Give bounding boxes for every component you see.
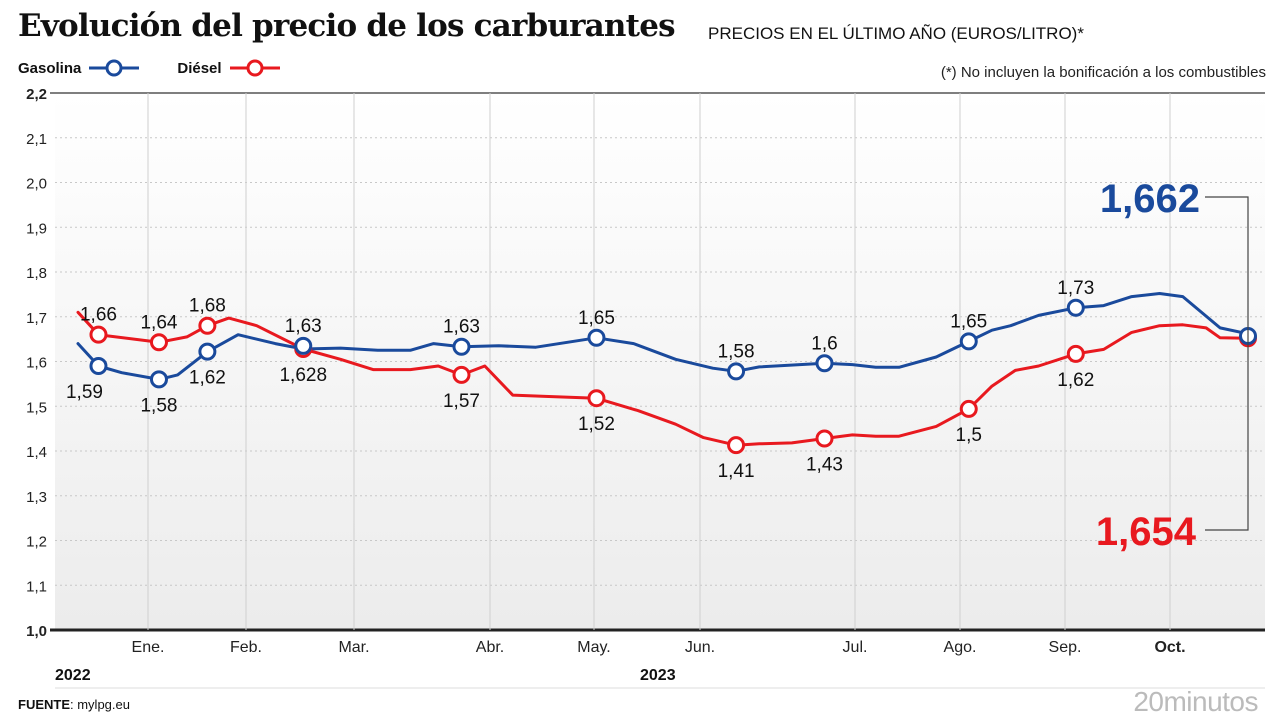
data-label: 1,68: [189, 296, 226, 317]
source-label: FUENTE: [18, 697, 70, 712]
data-label: 1,43: [806, 454, 843, 475]
data-label: 1,64: [140, 312, 177, 333]
legend-label: Gasolina: [18, 59, 82, 77]
data-label: 1,63: [285, 316, 322, 337]
data-label: 1,58: [140, 395, 177, 416]
year-label: 2022: [55, 667, 91, 684]
data-label: 1,6: [811, 333, 837, 354]
data-point-marker: [959, 332, 978, 351]
data-point-marker: [727, 362, 746, 381]
y-tick-label: 1,5: [26, 399, 47, 416]
data-label: 1,66: [80, 305, 117, 326]
x-tick-label: Jul.: [843, 639, 868, 656]
data-point-marker: [587, 389, 606, 408]
callout-bracket: [1205, 196, 1249, 531]
legend-item-gasolina: Gasolina: [18, 58, 141, 78]
brand-logo: 20minutos: [1133, 686, 1258, 717]
x-tick-label: Ago.: [944, 639, 977, 656]
data-point-marker: [198, 342, 217, 361]
chart-title: Evolución del precio de los carburantes: [18, 8, 676, 44]
data-label: 1,52: [578, 414, 615, 435]
y-tick-label: 1,2: [26, 534, 47, 551]
data-label: 1,628: [279, 365, 327, 386]
data-label: 1,65: [578, 308, 615, 329]
callout-diesel-value: 1,654: [1096, 510, 1197, 554]
data-label: 1,59: [66, 382, 103, 403]
chart-subtitle: PRECIOS EN EL ÚLTIMO AÑO (EUROS/LITRO)*: [708, 24, 1084, 43]
series-line-diesel: [76, 310, 1250, 447]
callout-gasolina-value: 1,662: [1100, 177, 1200, 221]
data-point-marker: [149, 333, 168, 352]
legend: Gasolina Diésel: [18, 58, 318, 78]
y-tick-label: 2,0: [26, 176, 47, 193]
legend-line-marker-icon: [229, 59, 280, 77]
x-tick-label: Mar.: [338, 639, 369, 656]
y-tick-label: 1,0: [26, 623, 47, 640]
data-point-marker: [294, 336, 313, 355]
x-tick-label: Abr.: [476, 639, 504, 656]
source-value: : mylpg.eu: [70, 697, 130, 712]
x-tick-label: May.: [577, 639, 610, 656]
data-point-marker: [89, 356, 108, 375]
y-tick-label: 1,7: [26, 310, 47, 327]
data-point-marker: [149, 370, 168, 389]
data-point-marker: [452, 365, 471, 384]
legend-label: Diésel: [177, 59, 222, 77]
data-label: 1,62: [189, 368, 226, 389]
x-tick-label: Feb.: [230, 639, 262, 656]
y-tick-label: 2,1: [26, 131, 47, 148]
data-label: 1,41: [718, 461, 755, 482]
data-label: 1,65: [950, 311, 987, 332]
x-tick-label: Sep.: [1049, 639, 1082, 656]
y-tick-label: 2,2: [26, 86, 47, 103]
data-point-marker: [1066, 344, 1085, 363]
data-point-marker: [452, 337, 471, 356]
data-label: 1,73: [1057, 278, 1094, 299]
data-label: 1,58: [718, 341, 755, 362]
data-point-marker: [815, 354, 834, 373]
footnote: (*) No incluyen la bonificación a los co…: [940, 64, 1266, 81]
data-label: 1,63: [443, 317, 480, 338]
data-point-marker: [815, 429, 834, 448]
data-point-marker: [89, 325, 108, 344]
year-label: 2023: [640, 667, 676, 684]
legend-line-marker-icon: [89, 59, 140, 77]
data-label: 1,62: [1057, 370, 1094, 391]
data-label: 1,57: [443, 391, 480, 412]
y-tick-label: 1,3: [26, 489, 47, 506]
data-point-marker: [198, 316, 217, 335]
y-tick-label: 1,6: [26, 355, 47, 372]
y-tick-label: 1,9: [26, 220, 47, 237]
legend-item-diesel: Diésel: [177, 58, 281, 78]
x-tick-label: Ene.: [132, 639, 165, 656]
y-tick-label: 1,1: [26, 578, 47, 595]
data-point-marker: [587, 328, 606, 347]
data-point-marker: [1066, 298, 1085, 317]
x-tick-label: Jun.: [685, 639, 715, 656]
data-point-marker: [959, 399, 978, 418]
data-label: 1,5: [956, 425, 982, 446]
y-tick-label: 1,4: [26, 444, 47, 461]
data-point-marker: [727, 436, 746, 455]
source-note: FUENTE: mylpg.eu: [18, 697, 130, 712]
x-tick-label: Oct.: [1154, 639, 1185, 656]
y-tick-label: 1,8: [26, 265, 47, 282]
